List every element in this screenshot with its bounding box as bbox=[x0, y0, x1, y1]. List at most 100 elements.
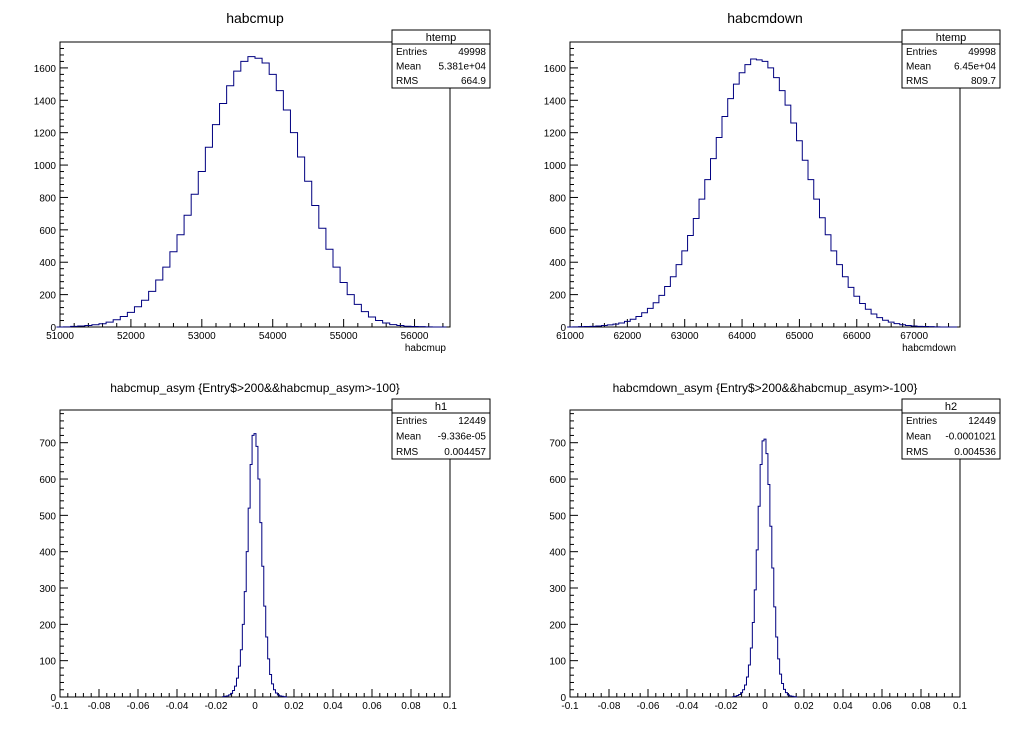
stats-box: h2 Entries 12449 Mean -0.0001021 RMS 0.004536 bbox=[901, 398, 1001, 460]
histogram-pad-4: habcmdown_asym {Entry$>200&&habcmup_asym… bbox=[549, 381, 1001, 712]
x-tick-label: -0.1 bbox=[561, 701, 579, 712]
y-tick-label: 1400 bbox=[544, 96, 567, 107]
stats-box-frame bbox=[901, 398, 1001, 460]
y-tick-label: 500 bbox=[549, 511, 566, 522]
y-tick-label: 1600 bbox=[544, 64, 567, 75]
x-tick-label: 0.04 bbox=[323, 701, 343, 712]
y-tick-label: 300 bbox=[39, 584, 56, 595]
y-tick-label: 1000 bbox=[34, 161, 57, 172]
x-tick-label: -0.08 bbox=[88, 701, 111, 712]
x-tick-label: -0.02 bbox=[205, 701, 228, 712]
stats-box: h1 Entries 12449 Mean -9.336e-05 RMS 0.004457 bbox=[391, 398, 491, 460]
stats-row-label: RMS bbox=[396, 447, 419, 458]
stats-row-label: Mean bbox=[396, 62, 421, 73]
stats-box: htemp Entries 49998 Mean 5.381e+04 RMS 664.9 bbox=[391, 29, 491, 89]
stats-row-label: Mean bbox=[906, 432, 931, 443]
y-tick-label: 800 bbox=[39, 193, 56, 204]
stats-row-label: RMS bbox=[906, 447, 929, 458]
x-tick-label: 65000 bbox=[786, 331, 814, 342]
x-tick-label: 0.1 bbox=[443, 701, 457, 712]
stats-row-label: Entries bbox=[396, 416, 427, 427]
x-tick-label: -0.02 bbox=[715, 701, 738, 712]
stats-box-frame bbox=[901, 29, 1001, 89]
x-tick-label: 0.08 bbox=[911, 701, 931, 712]
chart-title: habcmup bbox=[226, 10, 284, 26]
x-tick-label: -0.1 bbox=[51, 701, 69, 712]
stats-row-value: -9.336e-05 bbox=[438, 432, 487, 443]
y-tick-label: 0 bbox=[50, 323, 56, 334]
y-tick-label: 300 bbox=[549, 584, 566, 595]
y-tick-label: 200 bbox=[549, 291, 566, 302]
y-tick-label: 200 bbox=[39, 291, 56, 302]
y-tick-label: 600 bbox=[39, 226, 56, 237]
x-axis-label: habcmdown bbox=[902, 343, 956, 354]
stats-row-label: Mean bbox=[396, 432, 421, 443]
x-tick-label: 54000 bbox=[259, 331, 287, 342]
histogram-line bbox=[56, 56, 447, 328]
x-tick-label: -0.06 bbox=[127, 701, 150, 712]
y-tick-label: 0 bbox=[560, 693, 566, 704]
y-tick-label: 700 bbox=[39, 439, 56, 450]
stats-row-value: 12449 bbox=[968, 416, 996, 427]
stats-row-value: 664.9 bbox=[461, 76, 486, 87]
x-tick-label: 55000 bbox=[330, 331, 358, 342]
histogram-pad-3: habcmup_asym {Entry$>200&&habcmup_asym>-… bbox=[39, 381, 491, 712]
histogram-line bbox=[567, 58, 958, 328]
x-tick-label: -0.04 bbox=[676, 701, 699, 712]
stats-box-name: htemp bbox=[426, 32, 457, 44]
stats-row-label: Entries bbox=[396, 47, 427, 58]
y-tick-label: 600 bbox=[549, 226, 566, 237]
x-tick-label: 56000 bbox=[401, 331, 429, 342]
x-tick-label: 0.1 bbox=[953, 701, 967, 712]
y-tick-label: 1600 bbox=[34, 64, 57, 75]
stats-row-value: 0.004536 bbox=[954, 447, 996, 458]
x-tick-label: 63000 bbox=[671, 331, 699, 342]
x-tick-label: -0.08 bbox=[598, 701, 621, 712]
x-tick-label: 62000 bbox=[613, 331, 641, 342]
chart-title: habcmdown_asym {Entry$>200&&habcmup_asym… bbox=[613, 381, 918, 395]
stats-box-name: h1 bbox=[435, 401, 447, 413]
x-axis-label: habcmup bbox=[405, 343, 447, 354]
x-tick-label: 0.08 bbox=[401, 701, 421, 712]
stats-row-label: Entries bbox=[906, 416, 937, 427]
y-tick-label: 0 bbox=[50, 693, 56, 704]
x-tick-label: 51000 bbox=[46, 331, 74, 342]
x-tick-label: 0.04 bbox=[833, 701, 853, 712]
stats-row-value: 6.45e+04 bbox=[954, 62, 996, 73]
stats-box-name: h2 bbox=[945, 401, 957, 413]
chart-title: habcmup_asym {Entry$>200&&habcmup_asym>-… bbox=[110, 381, 400, 395]
histogram-pad-1: habcmup 51000 52000 53000 54000 55000 56000 0 20… bbox=[34, 10, 491, 354]
stats-row-value: 809.7 bbox=[971, 76, 996, 87]
y-tick-label: 500 bbox=[39, 511, 56, 522]
y-tick-label: 400 bbox=[549, 548, 566, 559]
x-tick-label: 0 bbox=[762, 701, 768, 712]
x-tick-label: 0 bbox=[252, 701, 258, 712]
x-tick-label: -0.06 bbox=[637, 701, 660, 712]
y-tick-label: 200 bbox=[39, 620, 56, 631]
y-tick-label: 200 bbox=[549, 620, 566, 631]
y-tick-label: 600 bbox=[39, 475, 56, 486]
stats-box-frame bbox=[391, 398, 491, 460]
y-tick-label: 1000 bbox=[544, 161, 567, 172]
x-tick-label: 0.06 bbox=[872, 701, 892, 712]
y-tick-label: 600 bbox=[549, 475, 566, 486]
stats-box: htemp Entries 49998 Mean 6.45e+04 RMS 809.7 bbox=[901, 29, 1001, 89]
stats-row-label: RMS bbox=[396, 76, 419, 87]
stats-row-value: 49998 bbox=[458, 47, 486, 58]
x-tick-label: 0.02 bbox=[284, 701, 304, 712]
x-tick-label: 61000 bbox=[556, 331, 584, 342]
x-tick-label: 67000 bbox=[900, 331, 928, 342]
stats-row-label: RMS bbox=[906, 76, 929, 87]
histogram-pad-2: habcmdown 61000 62000 63000 64000 65000 66000 6… bbox=[544, 10, 1001, 354]
x-tick-label: 0.06 bbox=[362, 701, 382, 712]
stats-row-value: 5.381e+04 bbox=[438, 62, 486, 73]
stats-row-value: 0.004457 bbox=[444, 447, 486, 458]
x-tick-label: 52000 bbox=[117, 331, 145, 342]
y-tick-label: 100 bbox=[39, 657, 56, 668]
y-tick-label: 1200 bbox=[544, 129, 567, 140]
stats-row-label: Mean bbox=[906, 62, 931, 73]
x-tick-label: 0.02 bbox=[794, 701, 814, 712]
y-tick-label: 100 bbox=[549, 657, 566, 668]
stats-box-frame bbox=[391, 29, 491, 89]
